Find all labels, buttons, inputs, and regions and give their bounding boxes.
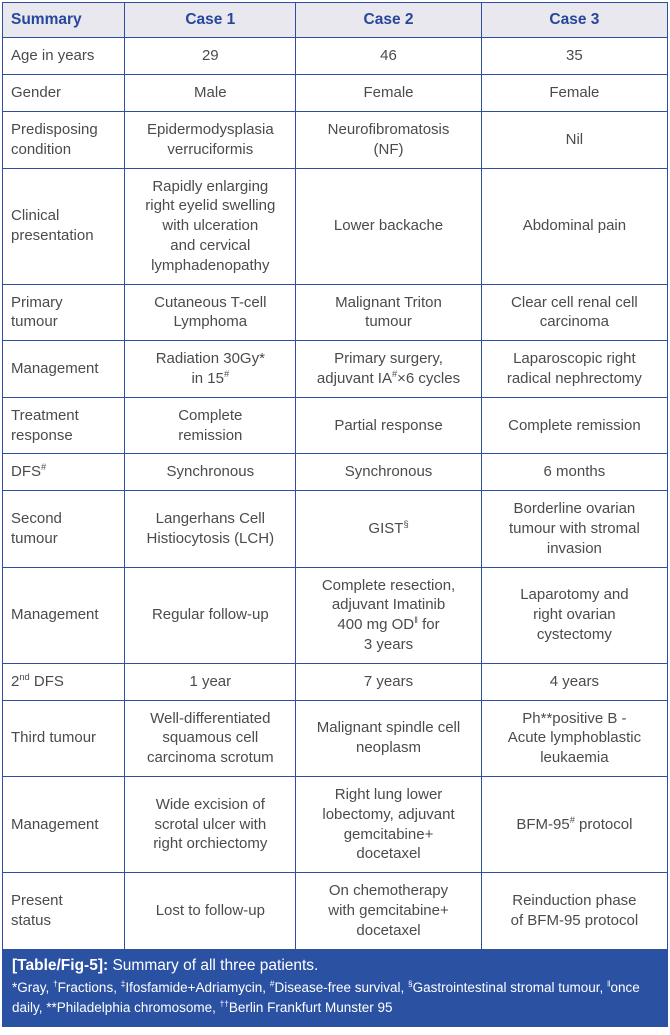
row-label: Management xyxy=(1,566,126,664)
cell-case3: 6 months xyxy=(480,453,669,492)
cell-case2: Partial response xyxy=(295,396,482,455)
table-row-second-dfs: 2nd DFS 1 year 7 years 4 years xyxy=(1,662,669,701)
header-row: Summary Case 1 Case 2 Case 3 xyxy=(1,1,669,39)
cell-case3: Nil xyxy=(480,111,669,169)
cell-case1: Wide excision of scrotal ulcer with righ… xyxy=(124,775,297,874)
row-label: Primary tumour xyxy=(1,283,126,342)
row-label: Third tumour xyxy=(1,699,126,777)
table-row-dfs: DFS# Synchronous Synchronous 6 months xyxy=(1,453,669,492)
cell-case2: Lower backache xyxy=(295,167,482,285)
cell-case3: Clear cell renal cell carcinoma xyxy=(480,283,669,342)
cell-case1: Regular follow-up xyxy=(124,566,297,664)
cell-case3: Borderline ovarian tumour with stromal i… xyxy=(480,490,669,568)
cell-case1: Synchronous xyxy=(124,453,297,492)
caption-band: [Table/Fig-5]: Summary of all three pati… xyxy=(2,949,668,1028)
row-label: Treatment response xyxy=(1,396,126,455)
cell-case1: Lost to follow-up xyxy=(124,872,297,950)
cell-case3: 35 xyxy=(480,37,669,76)
cell-case2: Neurofibromatosis (NF) xyxy=(295,111,482,169)
caption-text: Summary of all three patients. xyxy=(112,956,319,974)
column-header-case2: Case 2 xyxy=(295,1,482,39)
table-row-management-2: Management Regular follow-up Complete re… xyxy=(1,566,669,664)
cell-case2: Malignant Triton tumour xyxy=(295,283,482,342)
cell-case3: BFM-95# protocol xyxy=(480,775,669,874)
cell-case2: Primary surgery, adjuvant IA#×6 cycles xyxy=(295,340,482,398)
cell-case3: Laparotomy and right ovarian cystectomy xyxy=(480,566,669,664)
cell-case1: 1 year xyxy=(124,662,297,701)
table-row-clinical-presentation: Clinical presentation Rapidly enlarging … xyxy=(1,167,669,285)
cell-case1: Radiation 30Gy* in 15# xyxy=(124,340,297,398)
figure-caption: [Table/Fig-5]: Summary of all three pati… xyxy=(12,957,658,975)
cell-case2: Complete resection, adjuvant Imatinib 40… xyxy=(295,566,482,664)
cell-case1: Cutaneous T-cell Lymphoma xyxy=(124,283,297,342)
row-label: DFS# xyxy=(1,453,126,492)
cell-case1: Male xyxy=(124,74,297,113)
row-label: Clinical presentation xyxy=(1,167,126,285)
cell-case1: Well-differentiated squamous cell carcin… xyxy=(124,699,297,777)
table-row-present-status: Present status Lost to follow-up On chem… xyxy=(1,872,669,950)
cell-case2: GIST§ xyxy=(295,490,482,568)
cell-case3: Reinduction phase of BFM-95 protocol xyxy=(480,872,669,950)
table-row-treatment-response: Treatment response Complete remission Pa… xyxy=(1,396,669,455)
cell-case1: Langerhans Cell Histiocytosis (LCH) xyxy=(124,490,297,568)
footnotes: *Gray, †Fractions, ‡Ifosfamide+Adriamyci… xyxy=(12,978,640,1015)
row-label: Management xyxy=(1,775,126,874)
row-label: Second tumour xyxy=(1,490,126,568)
cell-case1: Rapidly enlarging right eyelid swelling … xyxy=(124,167,297,285)
column-header-case3: Case 3 xyxy=(480,1,669,39)
cell-case2: 46 xyxy=(295,37,482,76)
row-label: Predisposing condition xyxy=(1,111,126,169)
cell-case1: Complete remission xyxy=(124,396,297,455)
cell-case2: Synchronous xyxy=(295,453,482,492)
table-row-primary-tumour: Primary tumour Cutaneous T-cell Lymphoma… xyxy=(1,283,669,342)
cell-case1: Epidermodysplasia verruciformis xyxy=(124,111,297,169)
cell-case3: Ph**positive B - Acute lymphoblastic leu… xyxy=(480,699,669,777)
caption-label: [Table/Fig-5]: xyxy=(12,956,109,974)
row-label: Gender xyxy=(1,74,126,113)
table-row-gender: Gender Male Female Female xyxy=(1,74,669,113)
row-label: Age in years xyxy=(1,37,126,76)
row-label: Present status xyxy=(1,872,126,950)
column-header-case1: Case 1 xyxy=(124,1,297,39)
table-row-age: Age in years 29 46 35 xyxy=(1,37,669,76)
column-header-summary: Summary xyxy=(1,1,126,39)
cell-case2: Right lung lower lobectomy, adjuvant gem… xyxy=(295,775,482,874)
cell-case3: Laparoscopic right radical nephrectomy xyxy=(480,340,669,398)
cell-case2: 7 years xyxy=(295,662,482,701)
table-row-management-3: Management Wide excision of scrotal ulce… xyxy=(1,775,669,874)
cell-case1: 29 xyxy=(124,37,297,76)
row-label: 2nd DFS xyxy=(1,662,126,701)
cell-case3: Female xyxy=(480,74,669,113)
cell-case2: Malignant spindle cell neoplasm xyxy=(295,699,482,777)
cell-case3: Abdominal pain xyxy=(480,167,669,285)
row-label: Management xyxy=(1,340,126,398)
table-row-second-tumour: Second tumour Langerhans Cell Histiocyto… xyxy=(1,490,669,568)
table-row-third-tumour: Third tumour Well-differentiated squamou… xyxy=(1,699,669,777)
patient-summary-table: Summary Case 1 Case 2 Case 3 Age in year… xyxy=(1,1,669,950)
cell-case2: On chemotherapy with gemcitabine+ doceta… xyxy=(295,872,482,950)
table-row-management-1: Management Radiation 30Gy* in 15# Primar… xyxy=(1,340,669,398)
table-row-predisposing-condition: Predisposing condition Epidermodysplasia… xyxy=(1,111,669,169)
cell-case2: Female xyxy=(295,74,482,113)
cell-case3: Complete remission xyxy=(480,396,669,455)
cell-case3: 4 years xyxy=(480,662,669,701)
